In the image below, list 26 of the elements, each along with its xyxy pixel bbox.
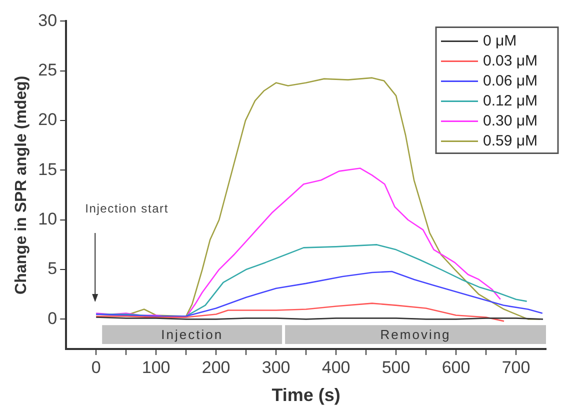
x-tick-label: 500	[382, 358, 410, 377]
annotation: Injection start	[85, 201, 168, 216]
legend-label: 0.59 μM	[483, 132, 538, 150]
x-tick-label: 700	[502, 358, 530, 377]
legend-label: 0.12 μM	[483, 92, 538, 110]
band-label: Removing	[380, 327, 451, 342]
x-tick-label: 300	[262, 358, 290, 377]
y-tick-label: 15	[38, 160, 58, 179]
band-label: Injection	[161, 327, 224, 342]
x-tick-label: 600	[442, 358, 470, 377]
x-tick-label: 0	[91, 358, 101, 377]
legend-label: 0.30 μM	[483, 112, 538, 130]
y-axis-title: Change in SPR angle (mdeg)	[13, 76, 30, 294]
y-tick-label: 25	[38, 60, 58, 80]
y-tick-label: 10	[38, 210, 58, 229]
y-tick-label: 5	[48, 259, 58, 278]
legend-label: 0.06 μM	[483, 72, 538, 90]
x-tick-label: 200	[202, 358, 230, 377]
y-tick-label: 20	[38, 110, 58, 130]
legend-label: 0.03 μM	[483, 52, 538, 70]
x-tick-label: 400	[322, 358, 350, 377]
x-axis-title: Time (s)	[272, 385, 340, 406]
y-tick-label: 30	[38, 10, 58, 30]
y-tick-label: 0	[48, 308, 58, 328]
x-tick-label: 100	[142, 358, 170, 377]
legend-label: 0 μM	[483, 32, 517, 50]
